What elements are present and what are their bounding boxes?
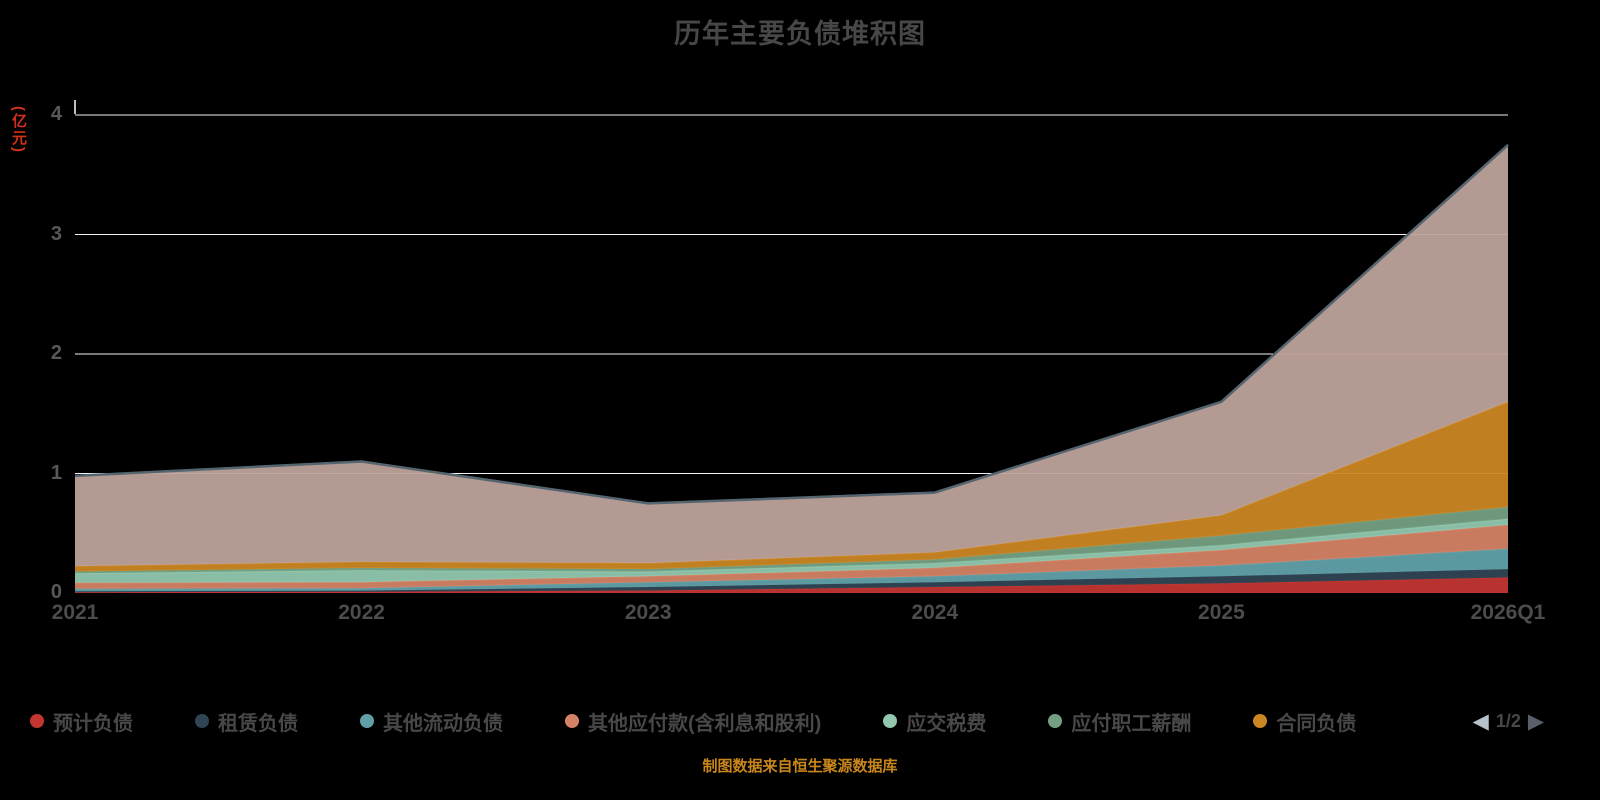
x-tick-label-2021: 2021	[51, 601, 99, 624]
legend-pager: ◀ 1/2 ▶	[1466, 707, 1544, 735]
legend-marker-icon	[883, 714, 898, 728]
y-axis-unit-label: (亿元)	[10, 106, 27, 154]
area-series-6	[75, 401, 1508, 572]
legend-pager-prev-icon[interactable]: ◀	[1472, 709, 1489, 733]
legend-pager-text: 1/2	[1495, 710, 1521, 731]
legend-item-5[interactable]: 应交税费	[883, 707, 986, 736]
legend: 预计负债 租赁负债 其他流动负债 其他应付款(含利息和股利) 应交税费 应付职工薪酬 合同负…	[30, 706, 1356, 736]
legend-marker-icon	[360, 714, 374, 728]
legend-item-label: 其他流动负债	[383, 712, 503, 735]
x-tick-label-2025: 2025	[1198, 601, 1245, 624]
legend-marker-icon	[1253, 714, 1268, 728]
area-series-1	[75, 569, 1508, 592]
y-tick-label-2: 2	[50, 342, 62, 364]
legend-item-label: 合同负债	[1276, 712, 1357, 735]
legend-marker-icon	[1048, 714, 1063, 728]
area-series-2	[75, 548, 1508, 592]
x-tick-label-2024: 2024	[911, 601, 959, 624]
total-outline	[74, 143, 1509, 505]
y-tick-label-1: 1	[50, 461, 62, 484]
area-series-7	[75, 144, 1508, 567]
y-tick-label-3: 3	[50, 222, 62, 245]
legend-item-4[interactable]: 其他应付款(含利息和股利)	[565, 707, 821, 736]
legend-item-1[interactable]: 预计负债	[30, 707, 133, 736]
x-tick-label-2022: 2022	[338, 601, 385, 624]
legend-item-label: 其他应付款(含利息和股利)	[588, 712, 822, 735]
area-series-0	[75, 577, 1508, 593]
chart-title: 历年主要负债堆积图	[674, 19, 926, 49]
legend-item-label: 预计负债	[53, 712, 133, 735]
y-tick-label-0: 0	[50, 581, 62, 603]
area-series-3	[75, 524, 1508, 589]
area-series-4	[75, 518, 1508, 583]
legend-item-6[interactable]: 应付职工薪酬	[1048, 707, 1191, 736]
legend-item-7[interactable]: 合同负债	[1253, 707, 1356, 736]
legend-item-label: 应付职工薪酬	[1071, 712, 1192, 735]
legend-marker-icon	[195, 714, 209, 728]
y-tick-label-4: 4	[50, 103, 62, 125]
data-source-note: 制图数据来自恒生聚源数据库	[702, 758, 898, 775]
legend-item-label: 租赁负债	[218, 712, 298, 735]
area-series-5	[75, 507, 1508, 574]
x-tick-label-2026Q1: 2026Q1	[1470, 601, 1546, 624]
legend-marker-icon	[30, 714, 44, 728]
x-tick-label-2023: 2023	[624, 601, 672, 624]
legend-item-3[interactable]: 其他流动负债	[360, 707, 503, 736]
legend-pager-next-icon[interactable]: ▶	[1527, 709, 1544, 733]
legend-marker-icon	[565, 714, 579, 728]
legend-item-2[interactable]: 租赁负债	[195, 707, 298, 736]
legend-item-label: 应交税费	[906, 712, 987, 735]
